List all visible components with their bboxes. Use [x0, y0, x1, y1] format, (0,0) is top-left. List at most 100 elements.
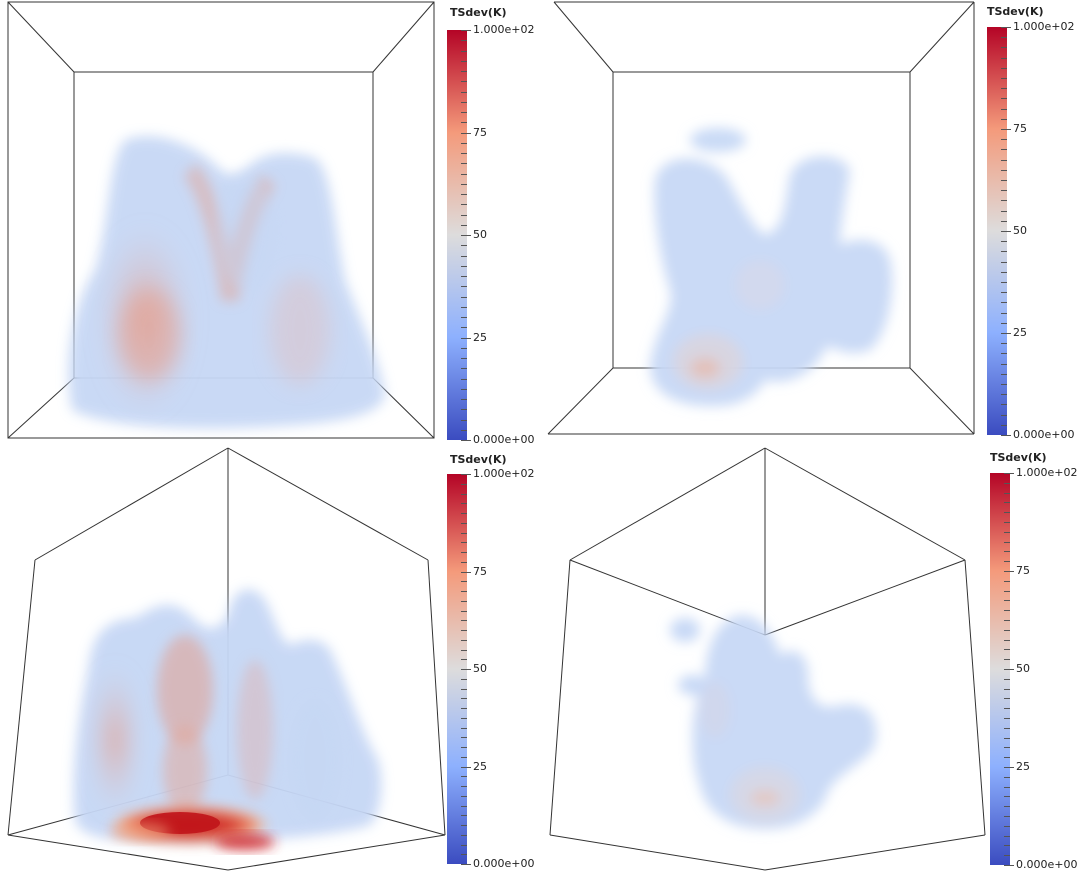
colorbar-minor-tick [1004, 473, 1014, 474]
colorbar-tick-label: 25 [1016, 760, 1030, 773]
colorbar-minor-tick [1001, 271, 1007, 273]
colorbar-minor-tick [461, 419, 467, 421]
colorbar-minor-tick [461, 503, 467, 505]
colorbar-minor-tick [1001, 139, 1007, 141]
colorbar-minor-tick [461, 60, 467, 62]
colorbar-minor-tick [1004, 649, 1010, 651]
colorbar-minor-tick [1004, 757, 1010, 759]
colorbar-minor-tick [1004, 659, 1010, 661]
colorbar-minor-tick [1001, 394, 1007, 396]
colorbar-tick-label: 50 [1013, 224, 1027, 237]
colorbar-minor-tick [461, 766, 471, 768]
colorbar-minor-tick [1001, 129, 1011, 130]
colorbar-minor-tick [1001, 353, 1007, 355]
panel-top-left [0, 0, 540, 440]
colorbar-minor-tick [461, 358, 467, 359]
colorbar-minor-tick [461, 737, 467, 739]
colorbar-minor-tick [1001, 333, 1011, 334]
colorbar-minor-tick [461, 204, 467, 206]
colorbar-minor-tick [461, 286, 467, 288]
colorbar-minor-tick [1004, 541, 1010, 543]
colorbar-minor-tick [461, 513, 467, 514]
colorbar-minor-tick [1001, 169, 1007, 171]
colorbar-minor-tick [1004, 747, 1010, 749]
colorbar-minor-tick [461, 795, 467, 797]
colorbar-minor-tick [1001, 261, 1007, 263]
colorbar-minor-tick [1001, 47, 1007, 49]
colorbar-minor-tick [461, 122, 467, 124]
colorbar-minor-tick [1001, 322, 1007, 324]
colorbar-minor-tick [1001, 414, 1007, 416]
colorbar-minor-tick [461, 81, 467, 83]
colorbar-minor-tick [461, 776, 467, 778]
colorbar-minor-tick [1004, 767, 1014, 768]
colorbar-minor-tick [461, 581, 467, 583]
colorbar-minor-tick [1004, 816, 1010, 817]
colorbar-minor-tick [461, 132, 471, 134]
colorbar-minor-tick [1004, 610, 1010, 612]
colorbar-tick-label: 1.000e+02 [473, 467, 535, 480]
colorbar-tick-label: 1.000e+02 [1013, 20, 1075, 33]
colorbar-minor-tick [461, 173, 467, 175]
colorbar-minor-tick [461, 610, 467, 612]
colorbar-minor-tick [461, 825, 467, 826]
colorbar-minor-tick [1001, 302, 1007, 304]
colorbar-minor-tick [1001, 200, 1007, 202]
colorbar-minor-tick [1004, 600, 1010, 602]
colorbar-minor-tick [461, 183, 467, 185]
volume-blob [670, 615, 877, 830]
colorbar-minor-tick [1004, 796, 1010, 798]
colorbar-minor-tick [1001, 435, 1011, 436]
colorbar-minor-tick [461, 493, 467, 495]
colorbar-minor-tick [1004, 629, 1010, 631]
colorbar-minor-tick [461, 522, 467, 524]
colorbar-minor-tick [461, 296, 467, 298]
colorbar-title: TSdev(K) [450, 453, 507, 466]
colorbar-minor-tick [1001, 190, 1007, 192]
colorbar-minor-tick [461, 224, 467, 226]
colorbar-minor-tick [1004, 698, 1010, 700]
colorbar-minor-tick [461, 844, 467, 846]
colorbar-tick-label: 0.000e+00 [1016, 858, 1077, 871]
colorbar-minor-tick [461, 561, 467, 563]
colorbar-minor-tick [1004, 571, 1014, 572]
colorbar-title: TSdev(K) [990, 451, 1047, 464]
colorbar-minor-tick [461, 639, 467, 641]
colorbar-minor-tick [461, 194, 467, 195]
colorbar-minor-tick [461, 368, 467, 370]
colorbar-minor-tick [1004, 825, 1010, 827]
colorbar-minor-tick [461, 717, 467, 719]
colorbar-minor-tick [461, 600, 467, 602]
colorbar-tick-label: 1.000e+02 [1016, 466, 1077, 479]
colorbar-tick-label: 75 [473, 564, 487, 578]
colorbar-minor-tick [461, 591, 467, 592]
colorbar-minor-tick [1004, 502, 1010, 504]
colorbar-minor-tick [461, 255, 467, 257]
colorbar-minor-tick [1004, 590, 1010, 592]
colorbar-minor-tick [461, 834, 467, 836]
colorbar-minor-tick [461, 440, 471, 441]
colorbar-minor-tick [461, 40, 467, 42]
panel-bottom-left [0, 440, 540, 875]
colorbar-minor-tick [1001, 98, 1007, 100]
colorbar-minor-tick [461, 429, 467, 431]
colorbar-minor-tick [1004, 669, 1014, 670]
colorbar-title: TSdev(K) [987, 5, 1044, 18]
colorbar-minor-tick [1004, 845, 1010, 847]
colorbar-minor-tick [461, 708, 467, 709]
colorbar-tick-label: 0.000e+00 [473, 857, 535, 870]
colorbar-minor-tick [1004, 806, 1010, 808]
colorbar-tick-label: 1.000e+02 [473, 23, 535, 36]
colorbar-minor-tick [461, 71, 467, 72]
colorbar-minor-tick [461, 265, 467, 267]
colorbar-minor-tick [1004, 678, 1010, 680]
colorbar-minor-tick [461, 669, 471, 670]
colorbar-tick-label: 25 [473, 330, 487, 344]
colorbar-minor-tick [461, 805, 467, 807]
colorbar-minor-tick [1004, 561, 1010, 563]
colorbar-minor-tick [461, 649, 467, 651]
colorbar-minor-tick [1004, 708, 1010, 710]
colorbar-minor-tick [1001, 292, 1007, 294]
colorbar-minor-tick [461, 112, 467, 113]
colorbar-minor-tick [461, 727, 467, 729]
